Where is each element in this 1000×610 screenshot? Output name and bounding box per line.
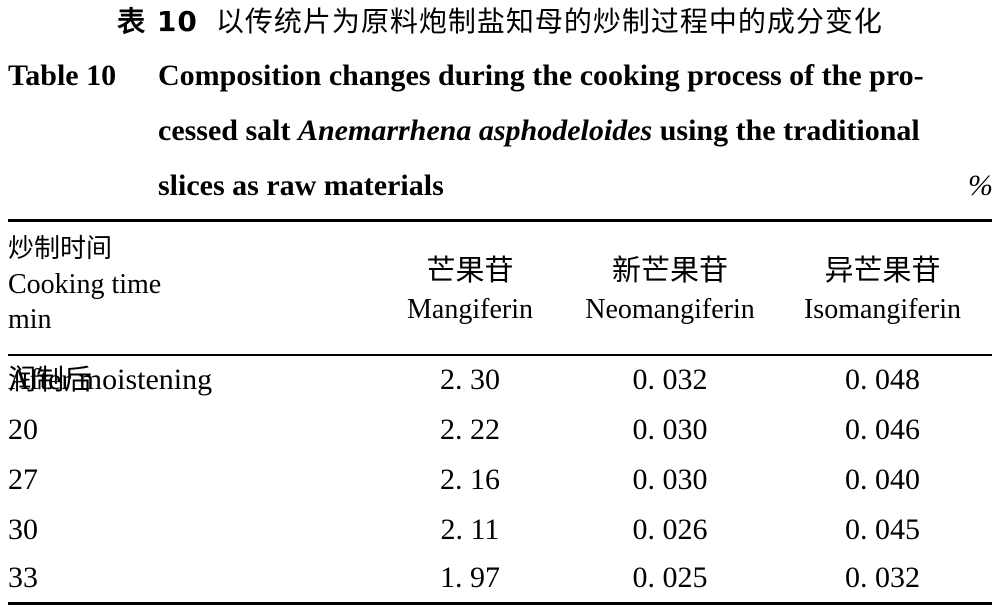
species-name: Anemarrhena asphodeloides xyxy=(297,114,653,147)
cooking-time-en: After moistening xyxy=(8,363,213,396)
table-row: 30 2. 11 0. 026 0. 045 xyxy=(0,505,1000,555)
mangiferin-cell: 2. 11 xyxy=(440,513,500,546)
header-mangiferin: 芒果苷 Mangiferin xyxy=(390,250,550,330)
title-line-2-end: using the traditional xyxy=(652,114,920,147)
header-neomangiferin-cn: 新芒果苷 xyxy=(611,253,728,287)
mangiferin-cell: 2. 30 xyxy=(440,363,500,396)
table-top-rule xyxy=(8,219,992,222)
table-row: 27 2. 16 0. 030 0. 040 xyxy=(0,455,1000,505)
neomangiferin-cell: 0. 030 xyxy=(632,413,708,446)
header-cooking-time-unit: min xyxy=(8,304,52,335)
isomangiferin-cell: 0. 048 xyxy=(845,363,920,396)
header-isomangiferin-cn: 异芒果苷 xyxy=(824,253,941,287)
isomangiferin-cell: 0. 032 xyxy=(845,561,920,594)
header-mangiferin-cn: 芒果苷 xyxy=(426,253,514,287)
table-row: 33 1. 97 0. 025 0. 032 xyxy=(0,553,1000,603)
isomangiferin-cell: 0. 040 xyxy=(845,463,920,496)
mangiferin-cell: 2. 16 xyxy=(440,463,500,496)
header-neomangiferin-en: Neomangiferin xyxy=(585,294,755,325)
mangiferin-cell: 1. 97 xyxy=(440,561,500,594)
header-cooking-time: 炒制时间 Cooking time min xyxy=(8,232,161,337)
title-line-2: cessed salt Anemarrhena asphodeloides us… xyxy=(158,103,993,158)
cooking-time-cell: 30 xyxy=(8,513,38,546)
cooking-time-cn: 润制后 xyxy=(8,363,93,396)
table-title-english-text: Composition changes during the cooking p… xyxy=(158,48,993,213)
table-title-chinese-text: 以传统片为原料炮制盐知母的炒制过程中的成分变化 xyxy=(215,5,883,38)
title-line-1: Composition changes during the cooking p… xyxy=(158,59,924,92)
table-bottom-rule xyxy=(8,602,992,605)
table-number-english: Table 10 xyxy=(8,59,117,92)
header-cooking-time-cn: 炒制时间 xyxy=(8,234,113,264)
table-row: 润制后 After moistening 2. 30 0. 032 0. 048 xyxy=(0,355,1000,405)
header-isomangiferin-en: Isomangiferin xyxy=(803,294,962,325)
cooking-time-cell: 20 xyxy=(8,413,38,446)
header-rule xyxy=(8,354,992,356)
cooking-time-cell: 润制后 After moistening xyxy=(8,355,212,405)
mangiferin-cell: 2. 22 xyxy=(440,413,500,446)
header-neomangiferin: 新芒果苷 Neomangiferin xyxy=(570,250,770,330)
cooking-time-cell: 33 xyxy=(8,561,38,594)
header-isomangiferin: 异芒果苷 Isomangiferin xyxy=(785,250,980,330)
neomangiferin-cell: 0. 032 xyxy=(632,363,708,396)
isomangiferin-cell: 0. 045 xyxy=(845,513,920,546)
title-line-2-start: cessed salt xyxy=(158,114,298,147)
isomangiferin-cell: 0. 046 xyxy=(845,413,920,446)
neomangiferin-cell: 0. 026 xyxy=(632,513,708,546)
header-cooking-time-en: Cooking time xyxy=(8,269,162,300)
table-title-chinese: 表 10 以传统片为原料炮制盐知母的炒制过程中的成分变化 xyxy=(0,2,1000,42)
table-number-chinese: 表 10 xyxy=(117,5,198,38)
header-mangiferin-en: Mangiferin xyxy=(407,294,533,325)
title-line-3: slices as raw materials xyxy=(158,169,444,202)
unit-label: % xyxy=(968,169,993,202)
neomangiferin-cell: 0. 025 xyxy=(632,561,708,594)
cooking-time-cell: 27 xyxy=(8,463,38,496)
neomangiferin-cell: 0. 030 xyxy=(632,463,708,496)
table-row: 20 2. 22 0. 030 0. 046 xyxy=(0,405,1000,455)
